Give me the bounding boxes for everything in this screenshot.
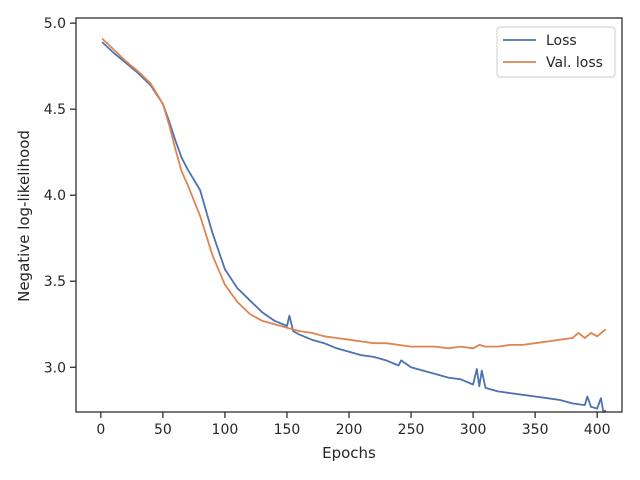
x-tick-label: 350	[522, 422, 549, 438]
legend: Loss Val. loss	[496, 26, 616, 78]
x-tick-label: 50	[154, 422, 172, 438]
x-axis: 0 50 100 150 200 250 300 350 400	[96, 412, 611, 438]
y-tick-label: 3.5	[44, 274, 66, 290]
y-axis: 3.0 3.5 4.0 4.5 5.0	[44, 16, 76, 376]
x-tick-label: 0	[96, 422, 105, 438]
y-axis-label: Negative log-likelihood	[15, 130, 33, 302]
y-tick-label: 4.5	[44, 102, 66, 118]
x-tick-label: 400	[584, 422, 611, 438]
series-line-val-loss	[101, 37, 607, 350]
y-tick-label: 4.0	[44, 188, 66, 204]
legend-label-loss: Loss	[546, 33, 577, 49]
y-tick-label: 5.0	[44, 16, 66, 32]
legend-label-val-loss: Val. loss	[546, 55, 603, 71]
y-tick-label: 3.0	[44, 360, 66, 376]
x-tick-label: 200	[336, 422, 363, 438]
x-tick-label: 100	[212, 422, 239, 438]
x-axis-label: Epochs	[322, 444, 376, 462]
x-tick-label: 250	[398, 422, 425, 438]
x-tick-label: 300	[460, 422, 487, 438]
x-tick-label: 150	[274, 422, 301, 438]
series-line-loss	[101, 41, 607, 413]
